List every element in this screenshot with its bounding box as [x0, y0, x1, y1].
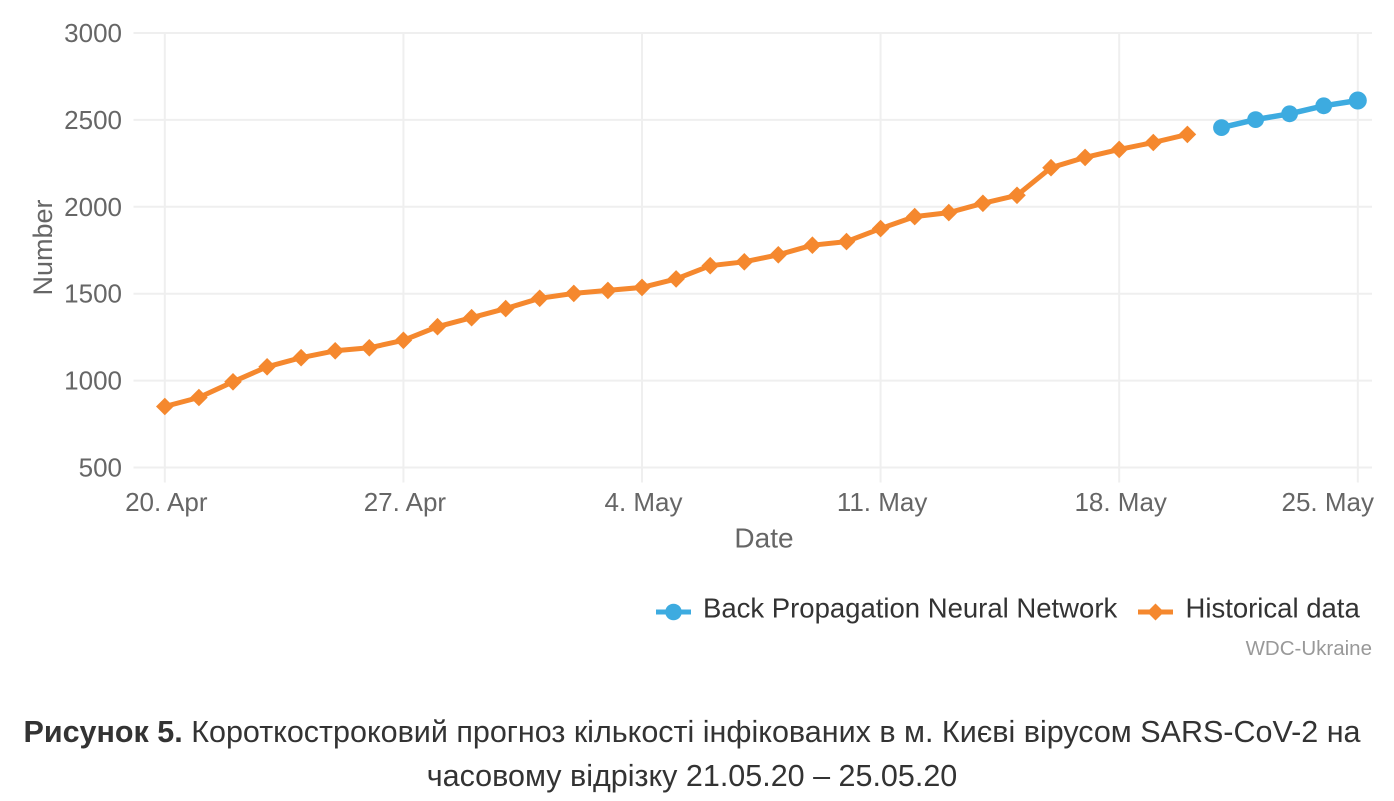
- svg-text:2500: 2500: [64, 105, 122, 135]
- svg-text:25. May: 25. May: [1282, 487, 1375, 517]
- svg-text:3000: 3000: [64, 18, 122, 48]
- svg-text:27. Apr: 27. Apr: [364, 487, 447, 517]
- svg-text:Number: Number: [28, 199, 58, 295]
- svg-text:Back Propagation Neural Networ: Back Propagation Neural Network: [703, 593, 1117, 624]
- svg-text:WDC-Ukraine: WDC-Ukraine: [1246, 637, 1372, 660]
- svg-text:4. May: 4. May: [604, 487, 682, 517]
- svg-text:Date: Date: [734, 523, 793, 554]
- svg-text:500: 500: [79, 453, 122, 483]
- svg-text:2000: 2000: [64, 192, 122, 222]
- svg-text:1000: 1000: [64, 366, 122, 396]
- svg-text:11. May: 11. May: [837, 487, 928, 517]
- svg-text:1500: 1500: [64, 279, 122, 309]
- svg-text:Historical data: Historical data: [1186, 593, 1361, 624]
- svg-text:20. Apr: 20. Apr: [125, 487, 208, 517]
- svg-text:18. May: 18. May: [1074, 487, 1167, 517]
